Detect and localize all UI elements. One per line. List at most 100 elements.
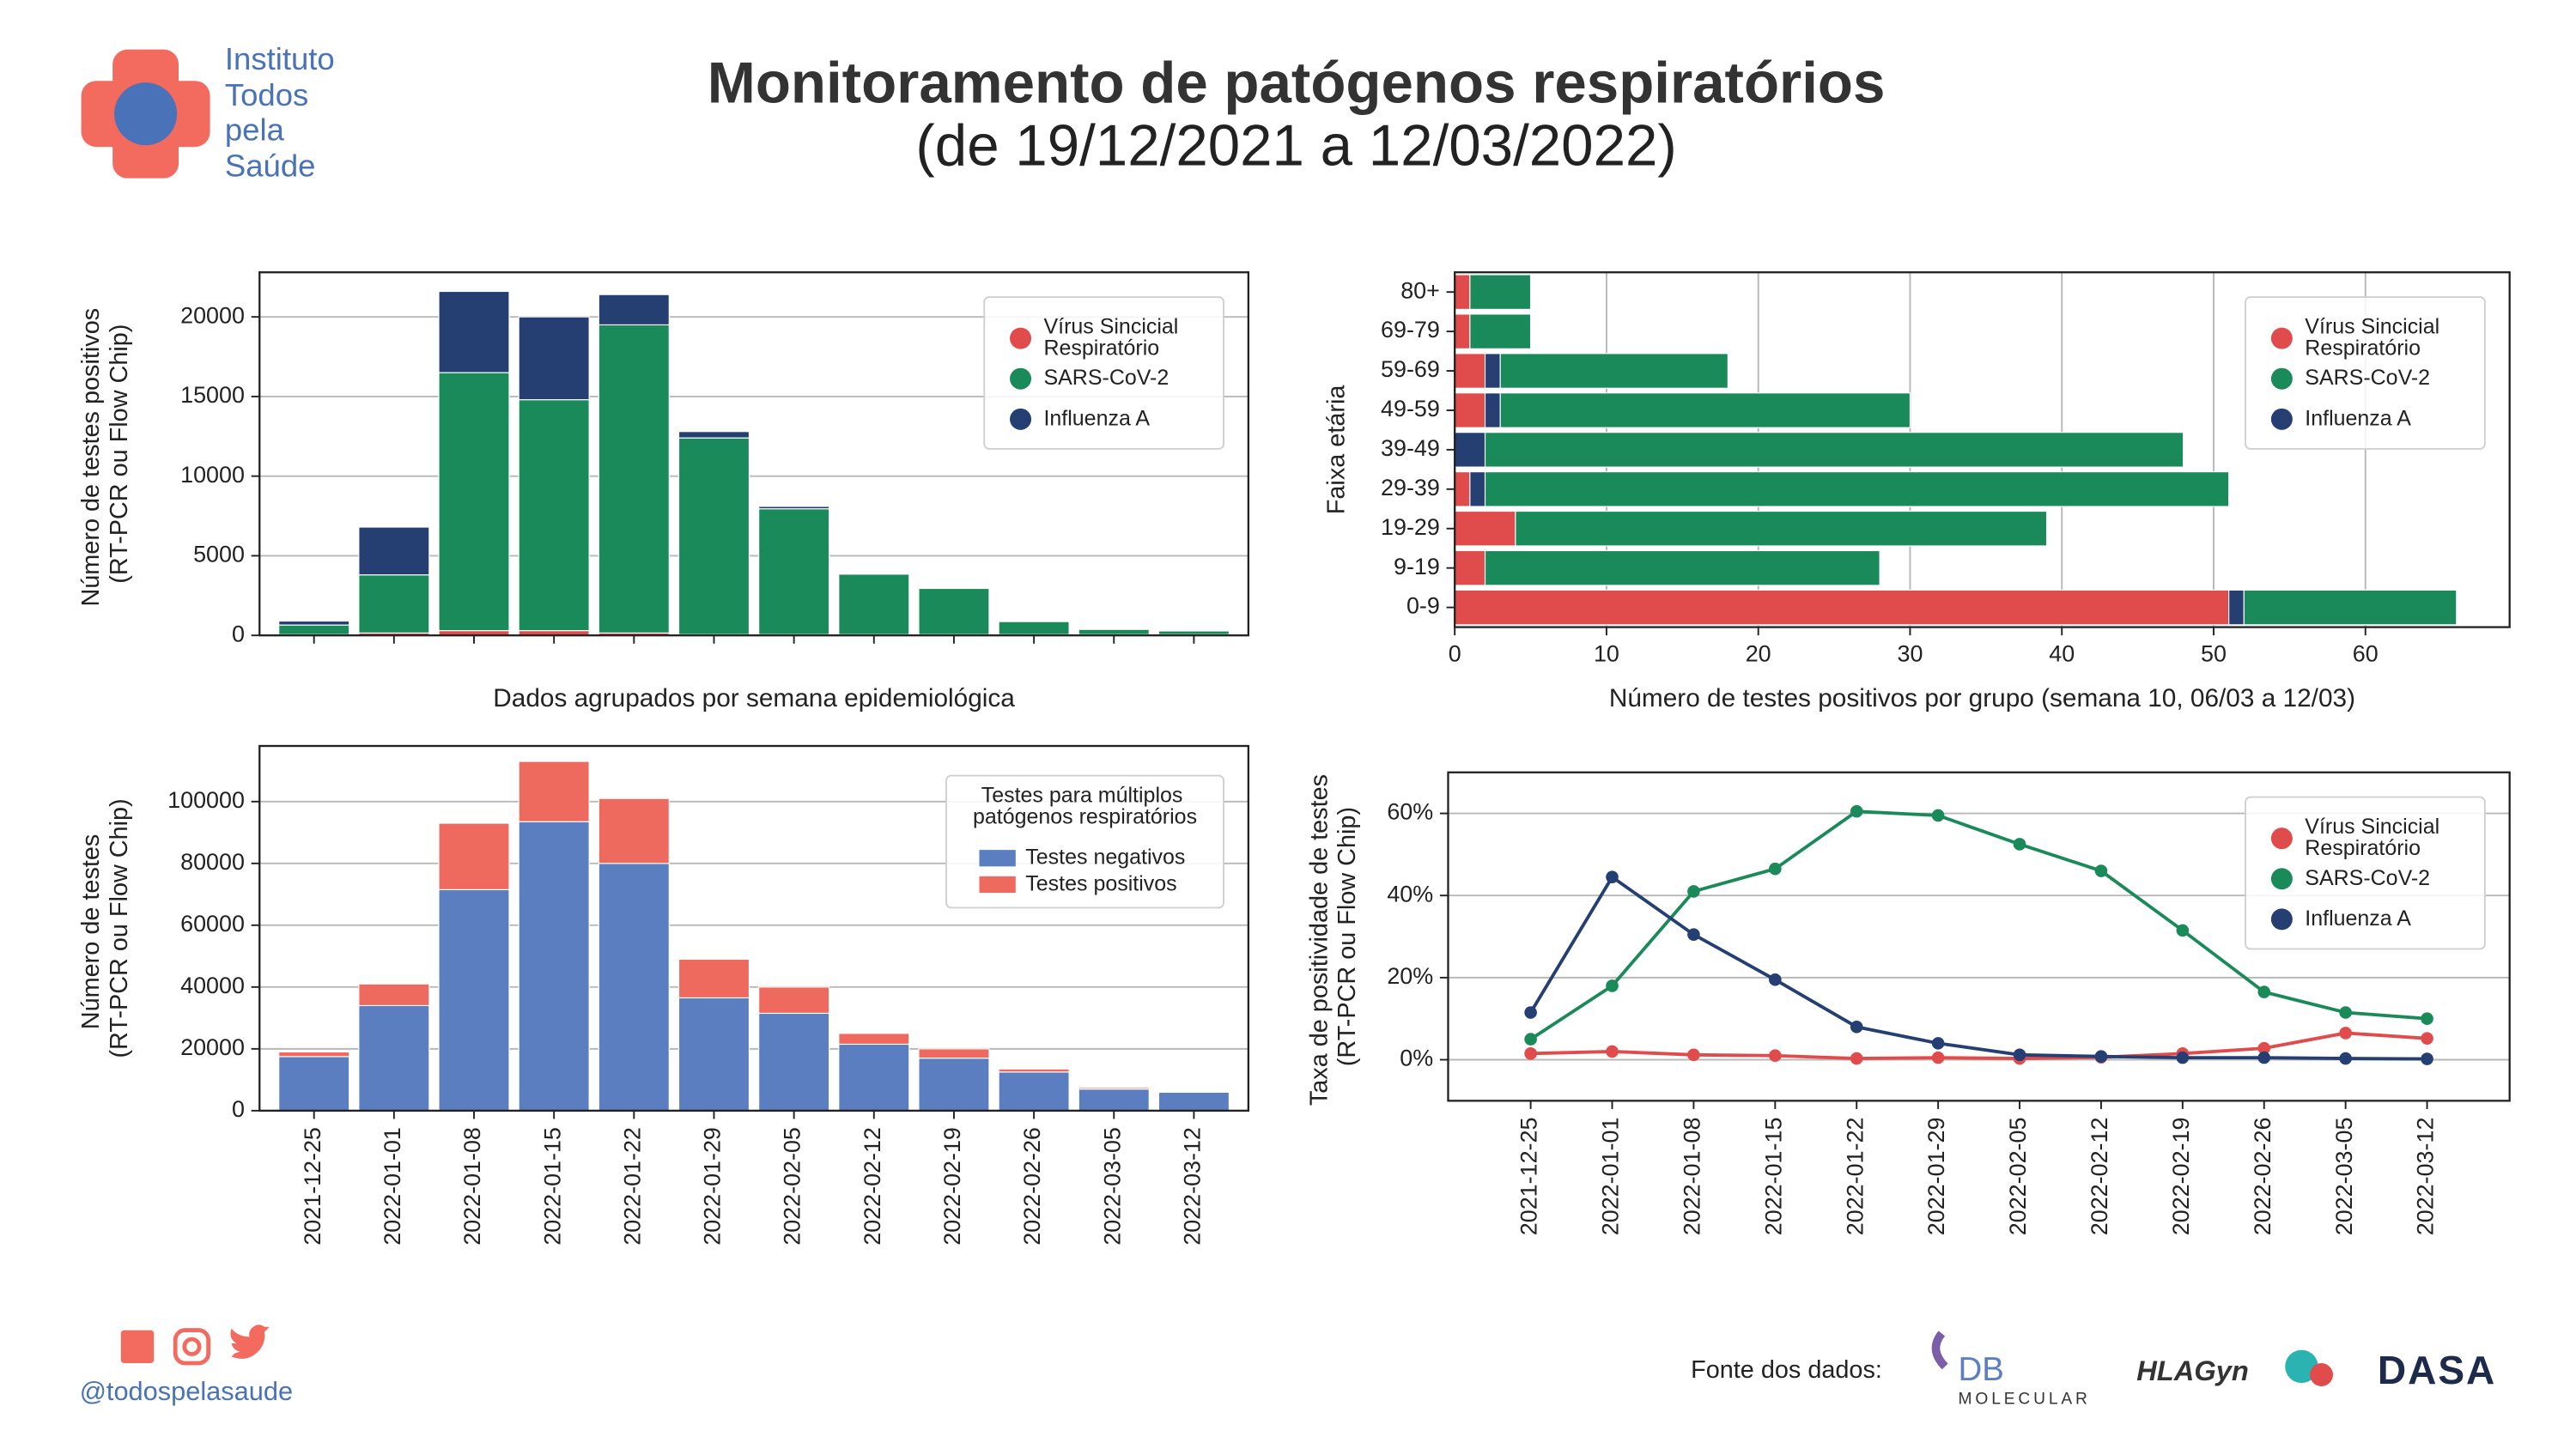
bar-segment bbox=[278, 1051, 350, 1058]
bar-segment bbox=[1484, 432, 2184, 468]
line bbox=[1528, 874, 2427, 1061]
bar-segment bbox=[1454, 549, 1486, 586]
x-tick-label: 2022-01-22 bbox=[1842, 1118, 1868, 1236]
x-tick-label: 2022-01-01 bbox=[380, 1127, 405, 1246]
y-axis-label: Faixa etária bbox=[1322, 385, 1350, 515]
y-tick-label: 40% bbox=[1387, 881, 1433, 906]
bar-segment bbox=[598, 294, 670, 326]
social-icons bbox=[120, 1325, 270, 1366]
bar-segment bbox=[518, 821, 590, 1112]
y-axis-label: Número de testes (RT-PCR ou Flow Chip) bbox=[77, 798, 133, 1058]
bar-segment bbox=[677, 958, 750, 999]
point bbox=[2094, 864, 2108, 877]
legend-box bbox=[945, 774, 1224, 909]
y-tick-label: 80000 bbox=[180, 849, 245, 875]
instagram-icon[interactable] bbox=[173, 1328, 211, 1366]
bar-segment bbox=[1454, 432, 1486, 468]
bar-segment bbox=[1454, 353, 1486, 389]
bar-segment bbox=[358, 574, 430, 634]
legend-label: Influenza A bbox=[1043, 406, 1150, 430]
bar-segment bbox=[358, 526, 430, 576]
plot-frame bbox=[1454, 271, 2511, 628]
bar-segment bbox=[1469, 471, 1486, 507]
line bbox=[1529, 809, 2427, 1041]
point bbox=[1931, 1037, 1945, 1050]
y-tick-label: 20000 bbox=[180, 1034, 245, 1060]
y-tick-label: 20% bbox=[1387, 963, 1433, 989]
title: Monitoramento de patógenos respiratórios bbox=[708, 52, 1886, 116]
x-tick-label: 2022-02-12 bbox=[860, 1127, 885, 1246]
bar-segment bbox=[758, 1012, 830, 1112]
y-tick-label: 60000 bbox=[180, 911, 245, 937]
social-handle[interactable]: @todospelasaude bbox=[80, 1376, 293, 1406]
legend-title: Testes para múltiplos patógenos respirat… bbox=[973, 783, 1197, 828]
y-tick-label: 10000 bbox=[180, 462, 245, 488]
point bbox=[2257, 1051, 2271, 1064]
y-tick-label: 0 bbox=[232, 621, 245, 646]
bar-segment bbox=[438, 822, 510, 891]
x-tick-label: 30 bbox=[1898, 640, 1923, 666]
x-tick-label: 2022-02-26 bbox=[1019, 1127, 1045, 1246]
legend-label: SARS-CoV-2 bbox=[1043, 366, 1169, 390]
y-tick-label: 15000 bbox=[180, 382, 245, 408]
bar-segment bbox=[438, 372, 510, 632]
bar-segment bbox=[278, 1056, 350, 1112]
point bbox=[1931, 1051, 1945, 1064]
bar-segment bbox=[1157, 1091, 1230, 1112]
point bbox=[2339, 1006, 2352, 1019]
point bbox=[1850, 1020, 1863, 1034]
legend-label: SARS-CoV-2 bbox=[2305, 366, 2430, 390]
x-tick-label: 10 bbox=[1594, 640, 1619, 666]
bar-segment bbox=[438, 888, 510, 1112]
x-tick-label: 2022-01-29 bbox=[700, 1127, 726, 1246]
bar-segment bbox=[1157, 1090, 1230, 1093]
chart: 0 10 20 30 40 50 60 0-9 9-19 19-29 29-39 39-49 49-59… bbox=[1322, 271, 2511, 712]
point bbox=[1606, 870, 1619, 884]
bar-segment bbox=[518, 316, 590, 401]
bar-segment bbox=[2228, 589, 2245, 626]
bar-segment bbox=[598, 797, 670, 864]
bar-segment bbox=[838, 1043, 910, 1112]
legend-marker bbox=[1010, 367, 1032, 390]
legend-label: Vírus Sincicial Respiratório bbox=[2305, 314, 2445, 360]
twitter-icon[interactable] bbox=[230, 1325, 270, 1359]
bar-segment bbox=[1078, 628, 1150, 635]
point bbox=[2421, 1052, 2433, 1065]
point bbox=[1769, 862, 1782, 876]
legend-marker bbox=[979, 876, 1016, 894]
y-tick-label: 0-9 bbox=[1406, 593, 1440, 619]
bar-segment bbox=[278, 620, 350, 626]
y-tick-label: 9-19 bbox=[1394, 554, 1440, 579]
x-tick-label: 2022-01-15 bbox=[539, 1127, 565, 1246]
bar-segment bbox=[1515, 510, 2048, 547]
logo: Instituto Todos pela Saúde bbox=[81, 41, 335, 184]
bar-segment bbox=[1484, 549, 1880, 586]
facebook-icon[interactable] bbox=[120, 1330, 155, 1364]
bar-segment bbox=[598, 324, 670, 634]
chart: 0 20000 40000 60000 80000 100000 2021-12-25 202… bbox=[77, 744, 1250, 1246]
bar-segment bbox=[677, 437, 750, 635]
bar-segment bbox=[518, 399, 590, 632]
x-tick-label: 2022-03-12 bbox=[1180, 1127, 1206, 1246]
x-tick-label: 2022-01-08 bbox=[1680, 1118, 1705, 1236]
bar-segment bbox=[518, 761, 590, 822]
hlagyn-mark bbox=[2285, 1349, 2318, 1384]
x-tick-label: 2022-02-12 bbox=[2087, 1118, 2112, 1236]
legend-label: Influenza A bbox=[2305, 906, 2411, 930]
x-axis-label: Número de testes positivos por grupo (se… bbox=[1609, 684, 2355, 712]
db-logo-mark bbox=[1931, 1331, 1948, 1370]
bar-segment bbox=[1484, 471, 2230, 507]
bar-segment bbox=[1484, 392, 1501, 428]
point bbox=[2421, 1012, 2433, 1026]
logo-text: Instituto bbox=[225, 41, 335, 76]
point bbox=[1687, 1048, 1700, 1062]
bar-segment bbox=[838, 1033, 910, 1046]
y-tick-label: 0% bbox=[1400, 1046, 1433, 1071]
point bbox=[2339, 1027, 2352, 1040]
x-tick-label: 60 bbox=[2353, 640, 2379, 666]
bar-segment bbox=[1454, 471, 1471, 507]
plot-frame bbox=[258, 744, 1250, 1113]
legend-label: SARS-CoV-2 bbox=[2305, 865, 2430, 889]
